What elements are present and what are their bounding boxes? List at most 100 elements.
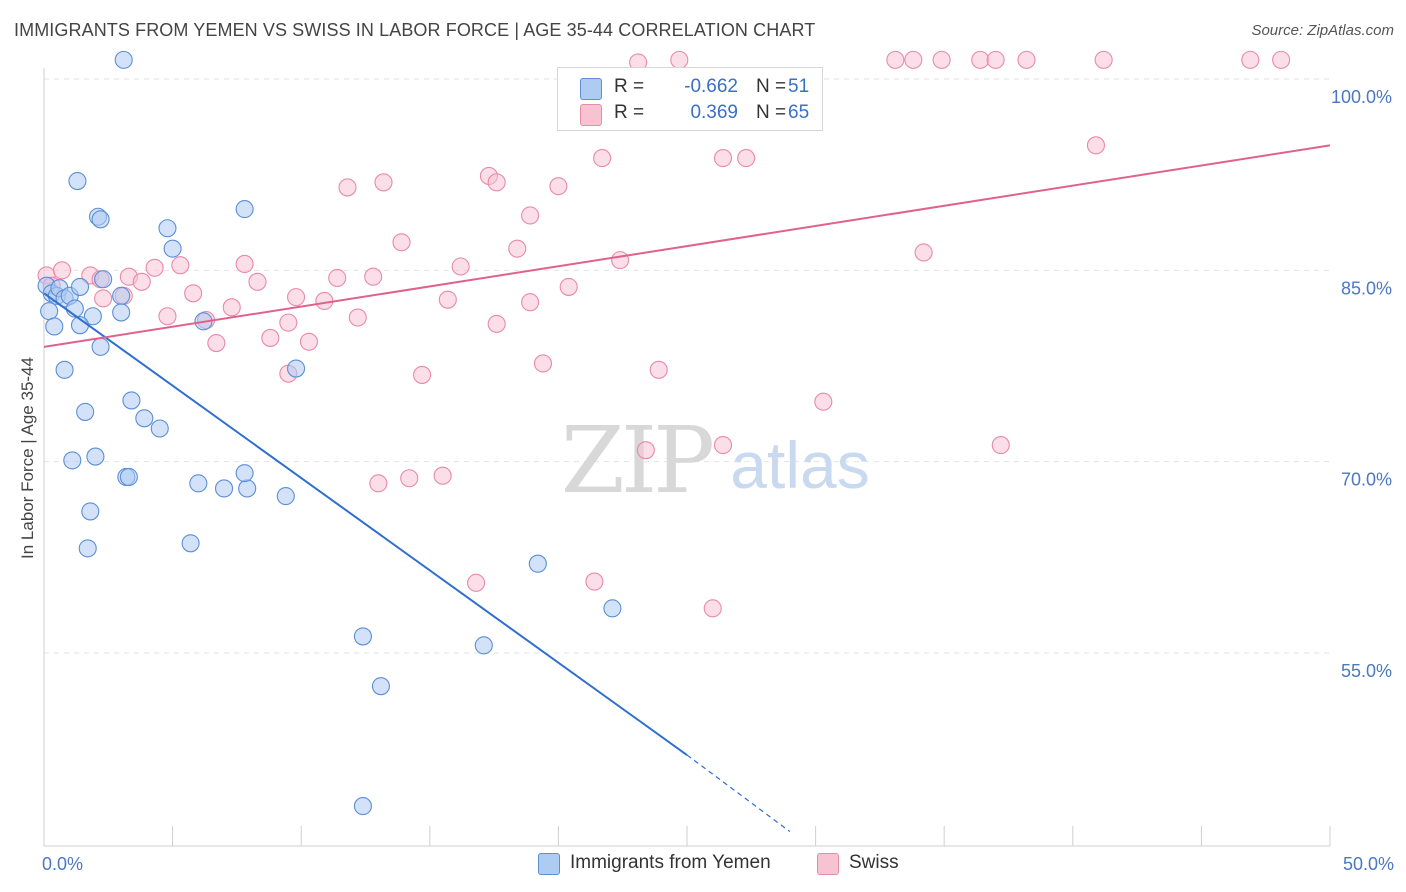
- y-tick-label: 55.0%: [1341, 661, 1392, 681]
- scatter-point: [914, 243, 933, 262]
- legend-r-label: R =: [614, 76, 645, 97]
- series-legend-label-swiss: Swiss: [849, 852, 899, 873]
- y-tick-label: 100.0%: [1331, 87, 1392, 107]
- scatter-point: [114, 50, 133, 69]
- series-swiss-points: [37, 50, 1291, 618]
- scatter-point: [438, 290, 457, 309]
- scatter-point: [181, 534, 200, 553]
- scatter-point: [353, 797, 372, 816]
- scatter-point: [150, 419, 169, 438]
- scatter-point: [521, 206, 540, 225]
- scatter-point: [158, 219, 177, 238]
- scatter-point: [222, 298, 241, 317]
- scatter-point: [163, 239, 182, 258]
- scatter-point: [371, 677, 390, 696]
- legend-n-label: N =: [756, 102, 787, 123]
- scatter-point: [487, 173, 506, 192]
- scatter-point: [991, 436, 1010, 455]
- scatter-point: [132, 272, 151, 291]
- scatter-point: [112, 303, 131, 322]
- scatter-point: [78, 539, 97, 558]
- scatter-point: [369, 474, 388, 493]
- scatter-point: [814, 392, 833, 411]
- scatter-point: [585, 572, 604, 591]
- series-legend-label-yemen: Immigrants from Yemen: [570, 852, 771, 873]
- scatter-point: [184, 284, 203, 303]
- scatter-point: [364, 267, 383, 286]
- series-legend: Immigrants from Yemen Swiss: [0, 852, 1406, 878]
- scatter-point: [886, 50, 905, 69]
- scatter-point: [158, 307, 177, 326]
- scatter-point: [649, 360, 668, 379]
- scatter-point: [521, 293, 540, 312]
- scatter-point: [76, 402, 95, 421]
- scatter-point: [287, 359, 306, 378]
- series-legend-swatch-yemen: [538, 853, 560, 875]
- x-tick-label-min: 0.0%: [42, 854, 83, 874]
- scatter-point: [338, 178, 357, 197]
- scatter-point: [1094, 50, 1113, 69]
- scatter-point: [235, 254, 254, 274]
- scatter-point: [1241, 50, 1260, 69]
- scatter-point: [971, 50, 990, 69]
- scatter-point: [214, 479, 234, 498]
- legend-n-label: N =: [756, 76, 787, 97]
- scatter-point: [40, 302, 59, 321]
- scatter-point: [1272, 50, 1291, 69]
- scatter-point: [433, 466, 452, 485]
- scatter-point: [276, 487, 295, 506]
- chart-title: IMMIGRANTS FROM YEMEN VS SWISS IN LABOR …: [14, 20, 816, 40]
- scatter-point: [63, 451, 82, 470]
- watermark: ZIP atlas: [561, 407, 870, 514]
- scatter-point: [94, 270, 113, 289]
- scatter-point: [279, 313, 298, 332]
- scatter-point: [474, 636, 493, 655]
- legend-r-value: 0.369: [690, 102, 738, 123]
- scatter-point: [603, 599, 622, 618]
- scatter-point: [670, 50, 689, 69]
- scatter-point: [1017, 50, 1036, 69]
- y-tick-label: 85.0%: [1341, 278, 1392, 298]
- scatter-point: [45, 317, 64, 336]
- scatter-point: [932, 50, 951, 69]
- scatter-point: [189, 474, 208, 493]
- scatter-point: [299, 332, 318, 351]
- scatter-point: [235, 464, 254, 483]
- legend-n-value: 51: [788, 76, 810, 97]
- scatter-point: [392, 233, 411, 252]
- scatter-point: [1086, 136, 1105, 155]
- scatter-point: [86, 447, 105, 466]
- trend-line-extension: [686, 754, 791, 833]
- scatter-point: [94, 289, 113, 308]
- legend-n-value: 65: [788, 102, 810, 123]
- scatter-point: [533, 354, 553, 373]
- grid-lines: [44, 78, 1330, 654]
- legend-swatch-yemen: [580, 78, 602, 100]
- scatter-point: [703, 599, 722, 618]
- legend-swatch-swiss: [580, 104, 602, 126]
- scatter-point: [328, 268, 347, 288]
- trend-line: [43, 292, 688, 756]
- x-tick-label-max: 50.0%: [1343, 854, 1394, 874]
- scatter-point: [508, 239, 527, 258]
- scatter-point: [207, 333, 226, 353]
- scatter-point: [636, 441, 655, 460]
- scatter-point: [119, 467, 138, 487]
- scatter-point: [52, 261, 72, 280]
- scatter-point: [487, 314, 506, 333]
- scatter-point: [70, 277, 90, 296]
- scatter-point: [91, 337, 110, 356]
- scatter-point: [528, 554, 547, 573]
- trend-line: [43, 144, 1331, 348]
- scatter-point: [68, 171, 87, 191]
- scatter-point: [348, 308, 367, 327]
- scatter-point: [467, 573, 486, 592]
- correlation-legend: R = -0.662 N = 51 R = 0.369 N = 65: [557, 67, 823, 131]
- scatter-point: [238, 479, 257, 498]
- series-yemen-points: [37, 50, 622, 816]
- series-legend-swatch-swiss: [817, 853, 839, 875]
- scatter-point: [611, 251, 630, 270]
- scatter-point: [122, 391, 141, 410]
- scatter-point: [549, 177, 568, 196]
